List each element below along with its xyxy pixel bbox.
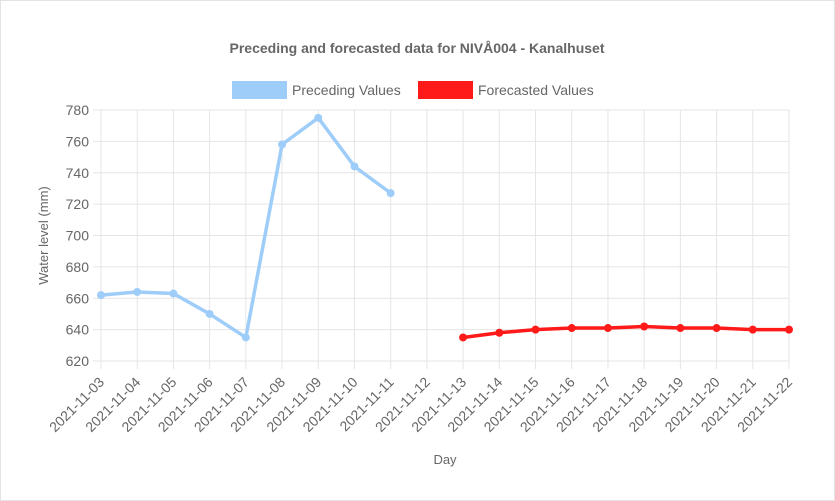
series-layer bbox=[97, 113, 793, 342]
data-point bbox=[495, 328, 504, 337]
gridlines bbox=[93, 109, 790, 369]
legend-label-forecasted: Forecasted Values bbox=[478, 82, 594, 98]
chart-title: Preceding and forecasted data for NIVÅ00… bbox=[230, 40, 605, 56]
legend: Preceding Values Forecasted Values bbox=[232, 81, 594, 99]
series-forecasted bbox=[459, 322, 793, 342]
legend-swatch-preceding bbox=[232, 81, 287, 99]
y-tick-label: 680 bbox=[66, 259, 90, 275]
y-tick-label: 620 bbox=[66, 353, 90, 369]
data-point bbox=[748, 325, 757, 334]
x-axis-title: Day bbox=[433, 452, 457, 467]
y-axis-ticks: 620 640 660 680 700 720 740 760 780 bbox=[66, 102, 90, 369]
y-axis-title: Water level (mm) bbox=[36, 186, 51, 284]
data-point bbox=[567, 324, 576, 333]
data-point bbox=[97, 291, 105, 300]
data-point bbox=[350, 162, 359, 171]
legend-label-preceding: Preceding Values bbox=[292, 82, 401, 98]
y-tick-label: 660 bbox=[66, 290, 90, 306]
y-tick-label: 760 bbox=[66, 133, 90, 149]
data-point bbox=[640, 322, 649, 331]
data-point bbox=[712, 324, 721, 333]
data-point bbox=[531, 325, 540, 334]
y-tick-label: 700 bbox=[66, 228, 90, 244]
x-axis-ticks: 2021-11-032021-11-042021-11-052021-11-06… bbox=[46, 374, 795, 435]
data-point bbox=[278, 140, 287, 149]
y-tick-label: 740 bbox=[66, 165, 90, 181]
series-preceding bbox=[97, 113, 395, 342]
series-line bbox=[461, 324, 791, 340]
data-point bbox=[676, 324, 685, 333]
data-point bbox=[603, 324, 612, 333]
data-point bbox=[785, 325, 793, 334]
data-point bbox=[386, 189, 395, 198]
data-point bbox=[133, 287, 142, 296]
legend-swatch-forecasted bbox=[418, 81, 473, 99]
data-point bbox=[314, 113, 323, 122]
data-point bbox=[169, 289, 178, 298]
data-point bbox=[459, 333, 468, 342]
data-point bbox=[241, 333, 250, 342]
legend-item-forecasted[interactable]: Forecasted Values bbox=[418, 81, 594, 99]
y-tick-label: 780 bbox=[66, 102, 90, 118]
y-tick-label: 640 bbox=[66, 322, 90, 338]
y-tick-label: 720 bbox=[66, 196, 90, 212]
legend-item-preceding[interactable]: Preceding Values bbox=[232, 81, 401, 99]
data-point bbox=[205, 309, 214, 318]
